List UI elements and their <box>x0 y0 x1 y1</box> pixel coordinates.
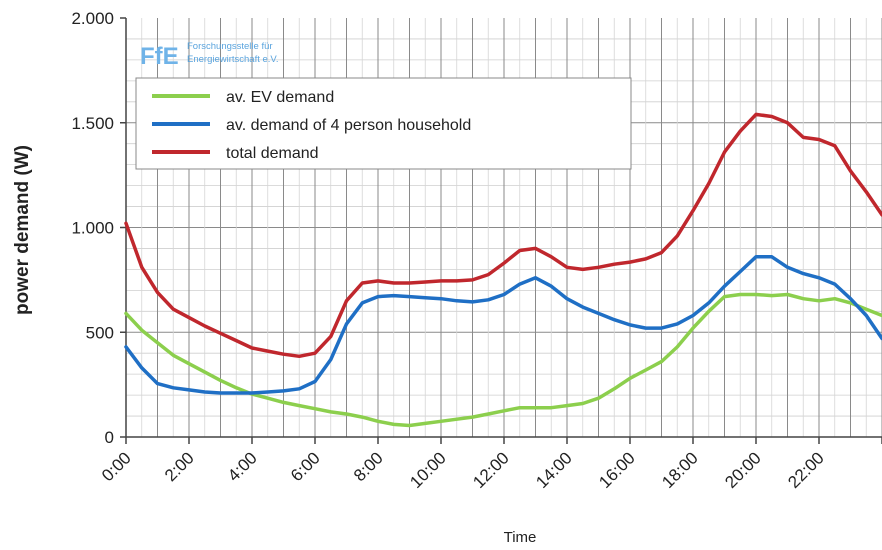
x-tick-label: 4:00 <box>224 448 261 485</box>
x-tick-label: 2:00 <box>161 448 198 485</box>
x-tick-label: 10:00 <box>406 448 450 492</box>
ffe-logo-mark: FfE <box>140 43 179 70</box>
legend-label-ev: av. EV demand <box>226 89 334 106</box>
y-axis-label: power demand (W) <box>12 145 33 315</box>
chart-legend: av. EV demand av. demand of 4 person hou… <box>135 77 632 170</box>
ffe-logo: FfE Forschungsstelle für Energiewirtscha… <box>140 41 279 70</box>
x-tick-label: 18:00 <box>658 448 702 492</box>
series-line-2 <box>124 112 882 359</box>
y-tick-label: 500 <box>86 323 114 342</box>
x-axis-label: Time <box>504 529 537 546</box>
x-tick-label: 22:00 <box>784 448 828 492</box>
x-tick-label: 12:00 <box>469 448 513 492</box>
x-tick-label: 14:00 <box>532 448 576 492</box>
y-tick-label: 1.000 <box>71 219 114 238</box>
legend-label-household: av. demand of 4 person household <box>226 117 471 134</box>
chart-series <box>124 112 882 428</box>
x-tick-label: 20:00 <box>721 448 765 492</box>
legend-box <box>135 77 632 170</box>
x-tick-label: 6:00 <box>287 448 324 485</box>
x-axis-ticks: 0:00 2:00 4:00 6:00 8:00 10:00 12:00 14:00 16:00… <box>98 448 828 492</box>
legend-label-total: total demand <box>226 145 319 162</box>
series-line-1 <box>124 255 882 395</box>
y-tick-label: 2.000 <box>71 9 114 28</box>
y-axis-ticks: 0 500 1.000 1.500 2.000 <box>71 9 114 447</box>
ffe-logo-line1: Forschungsstelle für <box>187 41 273 52</box>
y-tick-label: 1.500 <box>71 114 114 133</box>
x-tick-label: 0:00 <box>98 448 135 485</box>
ffe-logo-line2: Energiewirtschaft e.V. <box>187 54 279 65</box>
x-tick-label: 16:00 <box>595 448 639 492</box>
y-tick-label: 0 <box>105 428 114 447</box>
x-tick-label: 8:00 <box>350 448 387 485</box>
